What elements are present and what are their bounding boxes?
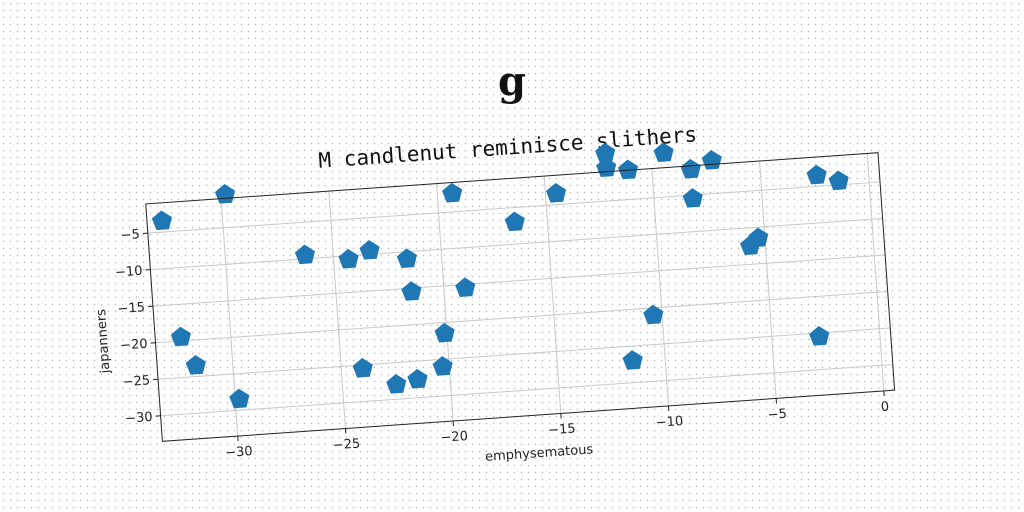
data-point [828,170,849,191]
data-point [809,326,830,346]
y-gridline [160,364,893,417]
data-points [151,142,849,409]
x-axis-ticks: −30 −25 −20 −15 −10 −5 0 [225,390,890,461]
x-gridline [651,168,669,406]
data-point [748,227,769,248]
data-point [338,248,359,269]
data-point [386,373,407,394]
data-point [401,281,422,301]
y-axis-ticks: −5 −10 −15 −20 −25 −30 [115,227,161,427]
y-gridline [158,327,891,380]
data-point [185,355,206,375]
x-gridline [543,176,562,414]
x-tick-label: −10 [655,414,683,431]
y-gridline [147,181,881,234]
y-gridline [155,291,888,344]
data-point [151,210,172,231]
gridlines [147,153,893,437]
y-tick-label: −30 [125,410,153,427]
data-point [617,159,639,180]
chart-title: M candlenut reminisce slithers [318,122,698,172]
data-point [442,182,463,203]
plot-frame [145,152,896,442]
data-point [455,277,476,298]
y-tick-label: −15 [117,300,145,317]
data-point [294,244,315,265]
x-tick-label: −15 [548,422,576,439]
x-gridline [759,160,777,399]
y-gridline [150,217,883,271]
data-point [432,356,453,376]
data-point [407,368,428,389]
data-point [682,188,703,208]
x-tick-label: −25 [332,437,360,454]
y-tick-label: −20 [120,337,148,354]
y-tick-label: −10 [115,264,143,281]
data-point [806,164,827,185]
y-tick-label: −25 [122,373,150,390]
x-gridline [866,153,885,391]
x-axis-label: emphysematous [485,442,594,465]
data-point [359,240,380,260]
data-point [504,211,525,232]
x-tick-label: −30 [225,444,253,461]
x-tick-label: −5 [767,407,787,423]
y-tick-label: −5 [120,227,140,243]
data-point [214,184,236,204]
data-point [352,357,373,378]
data-point [643,304,664,325]
x-tick-label: 0 [880,400,889,416]
x-gridline [328,191,346,429]
page-title: g [498,58,526,105]
y-axis-label: japanners [94,308,114,375]
y-gridline [152,254,886,307]
data-point [229,388,250,409]
x-gridline [436,183,454,422]
data-point [622,350,643,370]
data-point [396,248,417,269]
data-point [680,158,701,179]
data-point [434,322,455,343]
x-tick-label: −20 [440,429,468,446]
data-point [701,150,722,170]
data-point [170,326,191,347]
data-point [545,182,567,203]
data-point [653,142,674,162]
